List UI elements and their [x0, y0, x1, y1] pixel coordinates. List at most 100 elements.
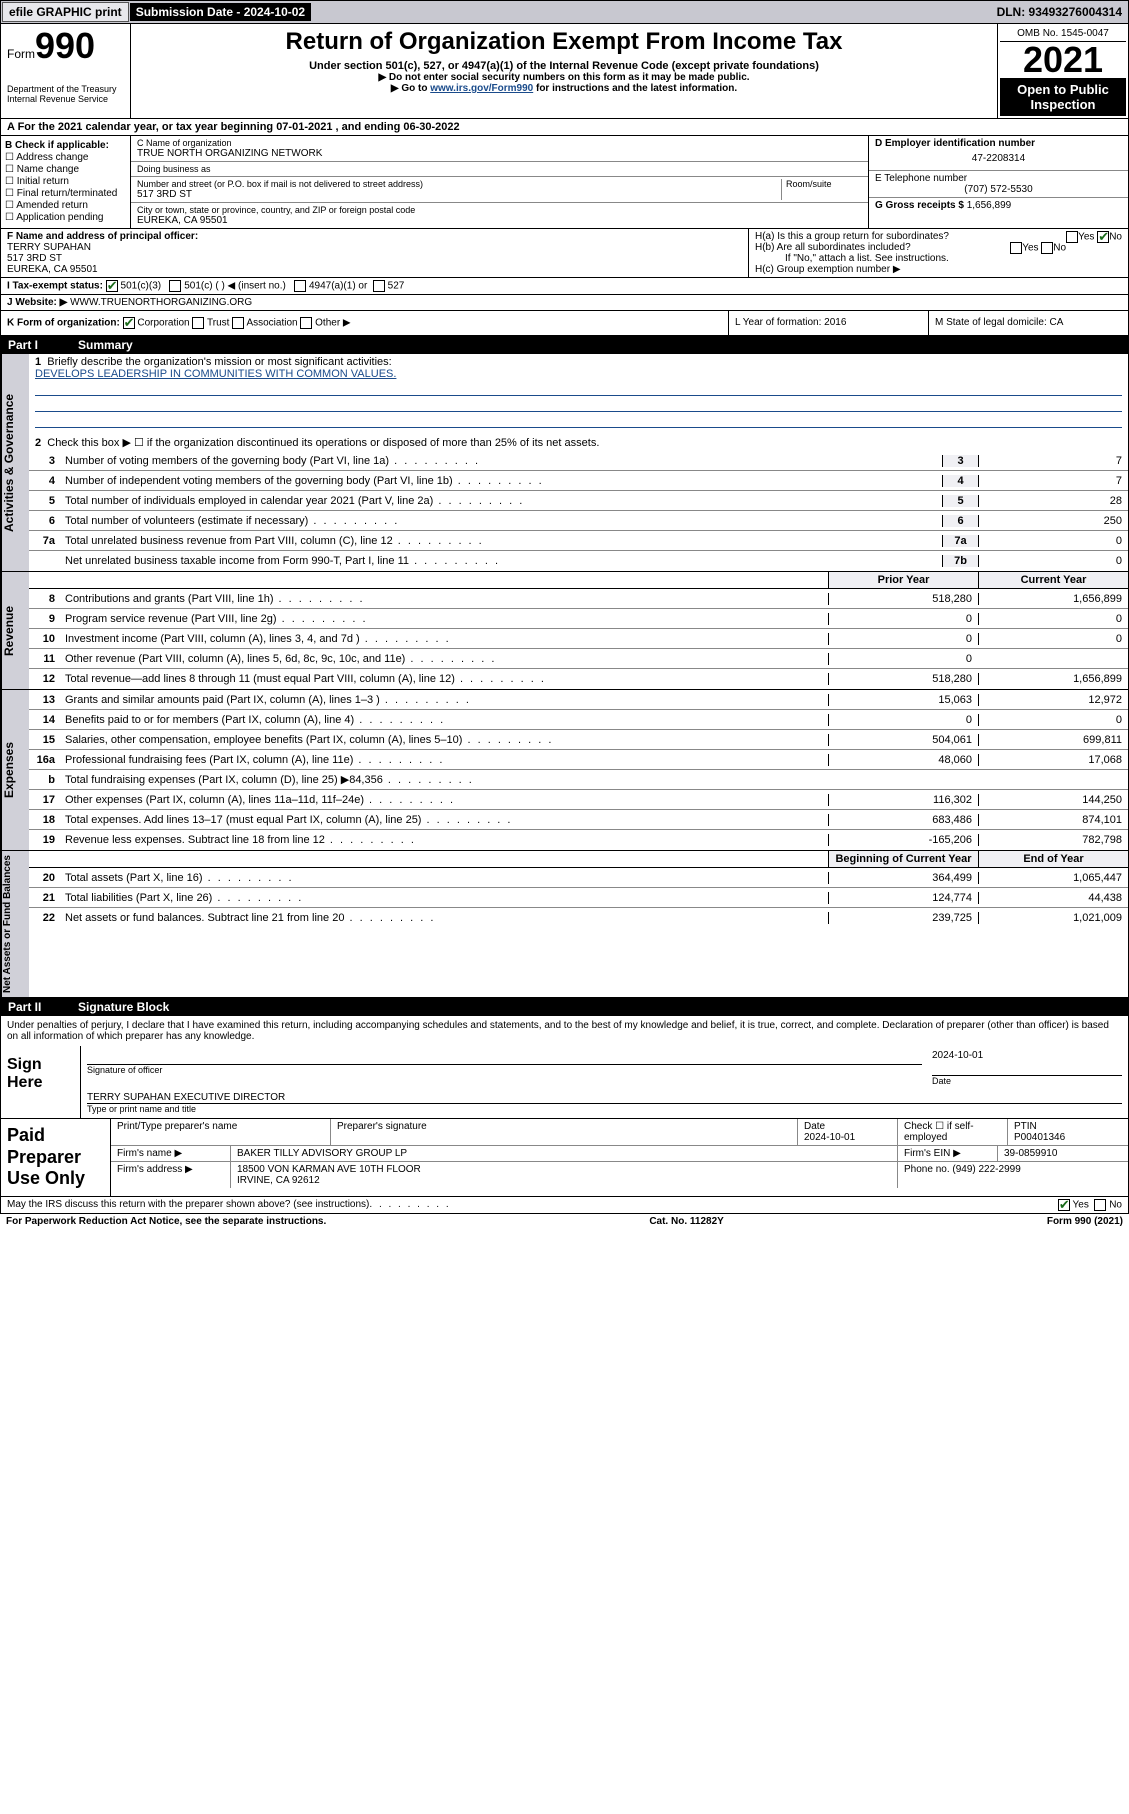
street-address: 517 3RD ST	[137, 189, 781, 200]
line-14: 14Benefits paid to or for members (Part …	[29, 710, 1128, 730]
mission-text[interactable]: DEVELOPS LEADERSHIP IN COMMUNITIES WITH …	[35, 368, 396, 380]
chk-name-change[interactable]: ☐ Name change	[5, 164, 126, 175]
governance-tab: Activities & Governance	[1, 354, 29, 571]
line-18: 18Total expenses. Add lines 13–17 (must …	[29, 810, 1128, 830]
line-17: 17Other expenses (Part IX, column (A), l…	[29, 790, 1128, 810]
sign-here-label: Sign Here	[1, 1046, 81, 1118]
paid-preparer-label: Paid Preparer Use Only	[1, 1119, 111, 1196]
gov-line-7b: Net unrelated business taxable income fr…	[29, 551, 1128, 571]
dln: DLN: 93493276004314	[991, 3, 1128, 21]
part-i-header: Part ISummary	[0, 336, 1129, 354]
submission-date: Submission Date - 2024-10-02	[130, 3, 311, 21]
cat-no: Cat. No. 11282Y	[649, 1216, 723, 1227]
officer-name: TERRY SUPAHAN	[7, 242, 91, 253]
penalty-text: Under penalties of perjury, I declare th…	[1, 1016, 1128, 1046]
discuss-yes[interactable]	[1058, 1199, 1070, 1211]
netassets-tab: Net Assets or Fund Balances	[1, 851, 29, 997]
sig-officer-field[interactable]: Signature of officer	[87, 1064, 922, 1075]
discuss-no[interactable]	[1094, 1199, 1106, 1211]
irs-link[interactable]: www.irs.gov/Form990	[430, 83, 533, 94]
line-9: 9Program service revenue (Part VIII, lin…	[29, 609, 1128, 629]
state-domicile: M State of legal domicile: CA	[928, 311, 1128, 335]
chk-application-pending[interactable]: ☐ Application pending	[5, 212, 126, 223]
col-end-year: End of Year	[978, 851, 1128, 867]
section-klm: K Form of organization: Corporation Trus…	[0, 311, 1129, 336]
ptin: PTIN P00401346	[1008, 1119, 1128, 1145]
telephone: (707) 572-5530	[875, 184, 1122, 195]
section-i-tax-status: I Tax-exempt status: 501(c)(3) 501(c) ( …	[0, 278, 1129, 295]
line-10: 10Investment income (Part VIII, column (…	[29, 629, 1128, 649]
expenses-block: Expenses 13Grants and similar amounts pa…	[0, 690, 1129, 851]
netassets-block: Net Assets or Fund Balances Beginning of…	[0, 851, 1129, 998]
section-fh: F Name and address of principal officer:…	[0, 229, 1129, 278]
col-b-checkboxes: B Check if applicable: ☐ Address change …	[1, 136, 131, 228]
footer: For Paperwork Reduction Act Notice, see …	[0, 1214, 1129, 1229]
line-13: 13Grants and similar amounts paid (Part …	[29, 690, 1128, 710]
line-12: 12Total revenue—add lines 8 through 11 (…	[29, 669, 1128, 689]
chk-address-change[interactable]: ☐ Address change	[5, 152, 126, 163]
hb-no[interactable]	[1041, 242, 1053, 254]
revenue-tab: Revenue	[1, 572, 29, 689]
signature-block: Under penalties of perjury, I declare th…	[0, 1016, 1129, 1119]
chk-amended-return[interactable]: ☐ Amended return	[5, 200, 126, 211]
chk-501c3[interactable]	[106, 280, 118, 292]
tax-year: 2021	[1000, 42, 1126, 78]
line-20: 20Total assets (Part X, line 16)364,4991…	[29, 868, 1128, 888]
form-word: Form	[7, 47, 35, 61]
ein: 47-2208314	[875, 149, 1122, 168]
open-public-badge: Open to Public Inspection	[1000, 78, 1126, 116]
line-16a: 16aProfessional fundraising fees (Part I…	[29, 750, 1128, 770]
city-state-zip: EUREKA, CA 95501	[137, 215, 862, 226]
form-title: Return of Organization Exempt From Incom…	[139, 28, 989, 56]
line-b: bTotal fundraising expenses (Part IX, co…	[29, 770, 1128, 790]
efile-print-button[interactable]: efile GRAPHIC print	[2, 2, 129, 22]
line-22: 22Net assets or fund balances. Subtract …	[29, 908, 1128, 928]
chk-other[interactable]	[300, 317, 312, 329]
year-formation: L Year of formation: 2016	[728, 311, 928, 335]
col-prior-year: Prior Year	[828, 572, 978, 588]
gov-line-3: 3Number of voting members of the governi…	[29, 451, 1128, 471]
dept-treasury: Department of the Treasury Internal Reve…	[7, 84, 124, 104]
col-beginning-year: Beginning of Current Year	[828, 851, 978, 867]
gov-line-5: 5Total number of individuals employed in…	[29, 491, 1128, 511]
chk-initial-return[interactable]: ☐ Initial return	[5, 176, 126, 187]
gross-receipts: 1,656,899	[967, 200, 1012, 211]
expenses-tab: Expenses	[1, 690, 29, 850]
top-bar: efile GRAPHIC print Submission Date - 20…	[0, 0, 1129, 24]
chk-trust[interactable]	[192, 317, 204, 329]
governance-block: Activities & Governance 1 Briefly descri…	[0, 354, 1129, 572]
chk-corporation[interactable]	[123, 317, 135, 329]
hb-yes[interactable]	[1010, 242, 1022, 254]
form-number: 990	[35, 25, 95, 66]
firm-address: 18500 VON KARMAN AVE 10TH FLOOR IRVINE, …	[231, 1162, 898, 1188]
chk-4947[interactable]	[294, 280, 306, 292]
paid-preparer-block: Paid Preparer Use Only Print/Type prepar…	[0, 1119, 1129, 1197]
firm-ein: 39-0859910	[998, 1146, 1128, 1161]
chk-association[interactable]	[232, 317, 244, 329]
subtitle-3: ▶ Go to www.irs.gov/Form990 for instruct…	[139, 83, 989, 94]
chk-final-return[interactable]: ☐ Final return/terminated	[5, 188, 126, 199]
col-d-ein-tel: D Employer identification number 47-2208…	[868, 136, 1128, 228]
ha-yes[interactable]	[1066, 231, 1078, 243]
sig-date-field: Date	[932, 1075, 1122, 1086]
firm-phone: Phone no. (949) 222-2999	[898, 1162, 1128, 1188]
form-header: Form990 Department of the Treasury Inter…	[0, 24, 1129, 119]
gov-line-6: 6Total number of volunteers (estimate if…	[29, 511, 1128, 531]
section-a-tax-year: A For the 2021 calendar year, or tax yea…	[0, 119, 1129, 136]
org-name: TRUE NORTH ORGANIZING NETWORK	[137, 148, 862, 159]
line-21: 21Total liabilities (Part X, line 26)124…	[29, 888, 1128, 908]
section-j-website: J Website: ▶ WWW.TRUENORTHORGANIZING.ORG	[0, 295, 1129, 311]
line-15: 15Salaries, other compensation, employee…	[29, 730, 1128, 750]
subtitle-1: Under section 501(c), 527, or 4947(a)(1)…	[139, 60, 989, 72]
line-8: 8Contributions and grants (Part VIII, li…	[29, 589, 1128, 609]
section-bcd: B Check if applicable: ☐ Address change …	[0, 136, 1129, 229]
line-19: 19Revenue less expenses. Subtract line 1…	[29, 830, 1128, 850]
website: WWW.TRUENORTHORGANIZING.ORG	[70, 297, 252, 308]
col-c-org-info: C Name of organization TRUE NORTH ORGANI…	[131, 136, 868, 228]
ha-no[interactable]	[1097, 231, 1109, 243]
form-version: Form 990 (2021)	[1047, 1216, 1123, 1227]
revenue-block: Revenue Prior Year Current Year 8Contrib…	[0, 572, 1129, 690]
chk-527[interactable]	[373, 280, 385, 292]
gov-line-7a: 7aTotal unrelated business revenue from …	[29, 531, 1128, 551]
chk-501c[interactable]	[169, 280, 181, 292]
